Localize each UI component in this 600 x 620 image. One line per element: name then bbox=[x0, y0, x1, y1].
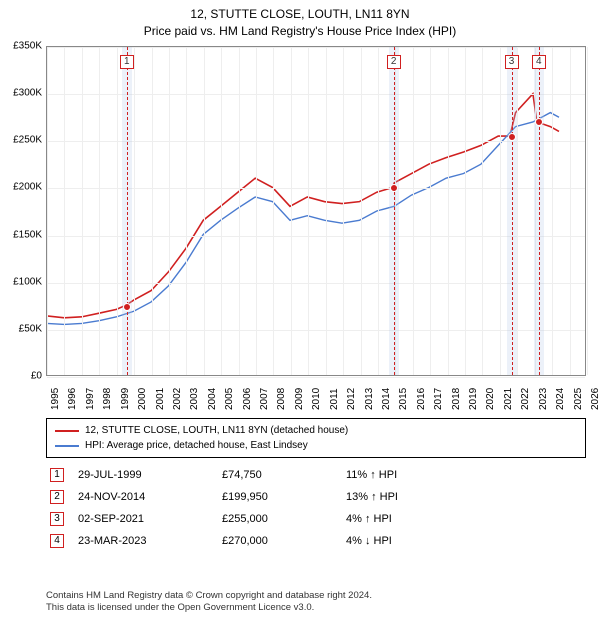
sale-marker-line bbox=[512, 47, 513, 375]
sale-row: 1 29-JUL-1999 £74,750 11% ↑ HPI bbox=[46, 464, 586, 486]
y-axis-label: £50K bbox=[2, 323, 42, 334]
chart-legend: 12, STUTTE CLOSE, LOUTH, LN11 8YN (detac… bbox=[46, 418, 586, 458]
x-axis-label: 2002 bbox=[172, 396, 183, 410]
x-axis-label: 2015 bbox=[398, 396, 409, 410]
y-axis-label: £350K bbox=[2, 41, 42, 52]
sale-pct: 13% ↑ HPI bbox=[346, 491, 466, 503]
sale-date: 24-NOV-2014 bbox=[78, 491, 208, 503]
y-axis-label: £250K bbox=[2, 135, 42, 146]
sale-marker-line bbox=[394, 47, 395, 375]
y-axis-label: £100K bbox=[2, 276, 42, 287]
x-axis-label: 2025 bbox=[573, 396, 584, 410]
sale-index-box: 2 bbox=[50, 490, 64, 504]
x-axis-label: 2012 bbox=[346, 396, 357, 410]
chart-title: 12, STUTTE CLOSE, LOUTH, LN11 8YN bbox=[0, 6, 600, 23]
x-axis-label: 1996 bbox=[67, 396, 78, 410]
sale-marker-dot bbox=[390, 184, 398, 192]
x-axis-label: 2006 bbox=[242, 396, 253, 410]
footnote-line2: This data is licensed under the Open Gov… bbox=[46, 602, 586, 614]
x-axis-label: 2014 bbox=[381, 396, 392, 410]
y-axis-label: £150K bbox=[2, 229, 42, 240]
y-axis-label: £0 bbox=[2, 371, 42, 382]
sale-marker-dot bbox=[535, 118, 543, 126]
x-axis-label: 2018 bbox=[451, 396, 462, 410]
legend-item: HPI: Average price, detached house, East… bbox=[55, 438, 577, 453]
x-axis-label: 1999 bbox=[120, 396, 131, 410]
sale-marker-box: 4 bbox=[532, 55, 546, 69]
x-axis-label: 2000 bbox=[137, 396, 148, 410]
sale-price: £255,000 bbox=[222, 513, 332, 525]
x-axis-label: 2003 bbox=[189, 396, 200, 410]
legend-item: 12, STUTTE CLOSE, LOUTH, LN11 8YN (detac… bbox=[55, 423, 577, 438]
x-axis-label: 1995 bbox=[50, 396, 61, 410]
x-axis-label: 2017 bbox=[433, 396, 444, 410]
sale-marker-box: 3 bbox=[505, 55, 519, 69]
legend-swatch bbox=[55, 445, 79, 447]
sale-row: 3 02-SEP-2021 £255,000 4% ↑ HPI bbox=[46, 508, 586, 530]
sale-date: 23-MAR-2023 bbox=[78, 535, 208, 547]
x-axis-label: 2010 bbox=[311, 396, 322, 410]
x-axis-label: 2026 bbox=[590, 396, 600, 410]
sale-price: £74,750 bbox=[222, 469, 332, 481]
x-axis-label: 1998 bbox=[102, 396, 113, 410]
sale-price: £270,000 bbox=[222, 535, 332, 547]
x-axis-label: 2004 bbox=[207, 396, 218, 410]
legend-label: 12, STUTTE CLOSE, LOUTH, LN11 8YN (detac… bbox=[85, 423, 348, 438]
sale-marker-line bbox=[127, 47, 128, 375]
sale-index-box: 3 bbox=[50, 512, 64, 526]
sale-row: 2 24-NOV-2014 £199,950 13% ↑ HPI bbox=[46, 486, 586, 508]
footnote: Contains HM Land Registry data © Crown c… bbox=[46, 590, 586, 614]
x-axis-label: 2001 bbox=[155, 396, 166, 410]
sales-table: 1 29-JUL-1999 £74,750 11% ↑ HPI 2 24-NOV-2014… bbox=[46, 464, 586, 552]
y-axis-label: £300K bbox=[2, 88, 42, 99]
legend-label: HPI: Average price, detached house, East… bbox=[85, 438, 308, 453]
x-axis-label: 2022 bbox=[520, 396, 531, 410]
x-axis-label: 2023 bbox=[538, 396, 549, 410]
x-axis-label: 2020 bbox=[485, 396, 496, 410]
x-axis-label: 2024 bbox=[555, 396, 566, 410]
x-axis-label: 2021 bbox=[503, 396, 514, 410]
sale-pct: 11% ↑ HPI bbox=[346, 469, 466, 481]
x-axis-label: 2009 bbox=[294, 396, 305, 410]
sale-marker-dot bbox=[508, 133, 516, 141]
sale-row: 4 23-MAR-2023 £270,000 4% ↓ HPI bbox=[46, 530, 586, 552]
sale-pct: 4% ↑ HPI bbox=[346, 513, 466, 525]
x-axis-label: 2013 bbox=[364, 396, 375, 410]
chart-header: 12, STUTTE CLOSE, LOUTH, LN11 8YN Price … bbox=[0, 0, 600, 40]
price-chart: 1 2 34 bbox=[46, 46, 586, 376]
sale-marker-box: 2 bbox=[387, 55, 401, 69]
x-axis-label: 2005 bbox=[224, 396, 235, 410]
y-axis-label: £200K bbox=[2, 182, 42, 193]
sale-marker-box: 1 bbox=[120, 55, 134, 69]
sale-price: £199,950 bbox=[222, 491, 332, 503]
x-axis-label: 2016 bbox=[416, 396, 427, 410]
chart-subtitle: Price paid vs. HM Land Registry's House … bbox=[0, 23, 600, 40]
x-axis-label: 2007 bbox=[259, 396, 270, 410]
x-axis-label: 2011 bbox=[329, 396, 340, 410]
sale-date: 02-SEP-2021 bbox=[78, 513, 208, 525]
sale-pct: 4% ↓ HPI bbox=[346, 535, 466, 547]
sale-date: 29-JUL-1999 bbox=[78, 469, 208, 481]
x-axis-label: 1997 bbox=[85, 396, 96, 410]
sale-marker-line bbox=[539, 47, 540, 375]
sale-index-box: 4 bbox=[50, 534, 64, 548]
legend-swatch bbox=[55, 430, 79, 432]
x-axis-label: 2008 bbox=[276, 396, 287, 410]
sale-index-box: 1 bbox=[50, 468, 64, 482]
x-axis-label: 2019 bbox=[468, 396, 479, 410]
footnote-line1: Contains HM Land Registry data © Crown c… bbox=[46, 590, 586, 602]
sale-marker-dot bbox=[123, 303, 131, 311]
